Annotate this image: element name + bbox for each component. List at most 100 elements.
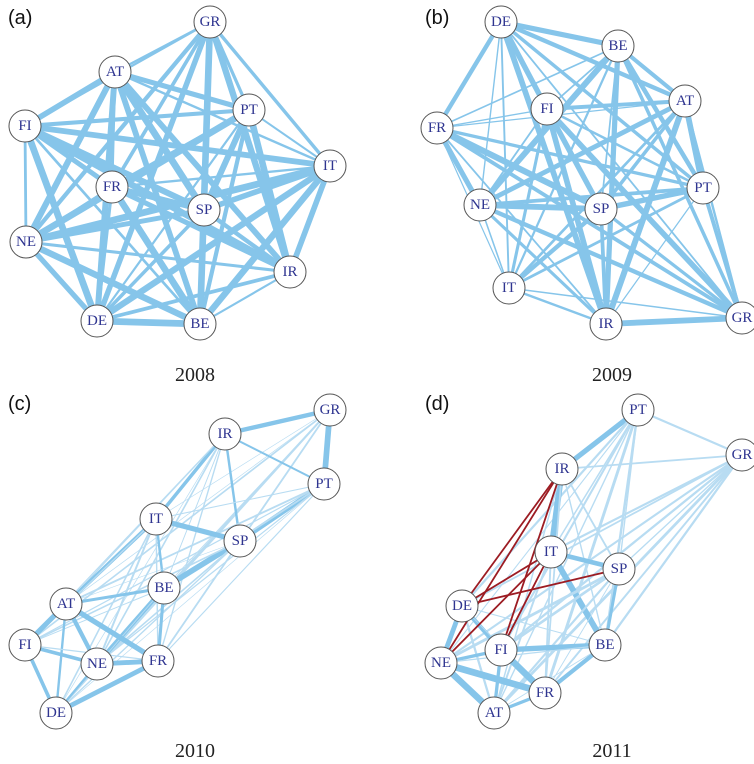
node-circle — [208, 417, 242, 451]
node-circle — [307, 467, 341, 501]
edge-IR-FR — [544, 468, 563, 694]
node-fr: FR — [141, 644, 175, 678]
node-be: BE — [147, 571, 181, 605]
edge-DE-BE — [93, 317, 204, 328]
node-circle — [273, 255, 307, 289]
node-pt: PT — [307, 467, 341, 501]
node-ir: IR — [208, 417, 242, 451]
edge-IR-BE — [561, 468, 606, 646]
node-ne: NE — [463, 188, 497, 222]
edge-SP-AT — [492, 567, 621, 715]
node-circle — [484, 633, 518, 667]
node-label: IR — [218, 426, 233, 442]
year-caption: 2009 — [592, 364, 632, 386]
edge-IR-BE — [198, 270, 292, 326]
node-label: GR — [732, 310, 753, 326]
node-label: BE — [608, 38, 627, 54]
node-label: PT — [315, 476, 333, 492]
node-ir: IR — [589, 307, 623, 341]
edge-SP-IR — [201, 207, 293, 275]
edge-SP-DE — [95, 208, 206, 323]
edge-NE-SP — [477, 202, 604, 212]
node-de: DE — [484, 5, 518, 39]
node-gr: GR — [313, 393, 347, 427]
edge-FR-NE — [24, 185, 114, 244]
node-fr: FR — [528, 676, 562, 710]
panel-2010: GR IR PT IT SP BE AT FI NE FR DE (c) 2010 — [8, 393, 347, 762]
year-caption: 2011 — [592, 740, 631, 762]
node-label: PT — [240, 102, 258, 118]
edge-GR-IT — [549, 453, 744, 554]
node-fi: FI — [530, 92, 564, 126]
node-ne: NE — [80, 647, 114, 681]
node-at: AT — [668, 84, 702, 118]
edge-PT-DE — [460, 408, 640, 608]
node-circle — [187, 193, 221, 227]
edge-SP-GR — [599, 207, 744, 320]
edge-SP-FR — [544, 568, 620, 694]
edge-FI-GR — [544, 106, 745, 321]
node-label: DE — [491, 14, 511, 30]
edge-SP-BE — [197, 207, 207, 327]
edge-SP-IT — [506, 206, 604, 291]
node-circle — [601, 29, 635, 63]
panel-label: (a) — [8, 7, 32, 29]
node-label: NE — [470, 197, 490, 213]
node-circle — [445, 589, 479, 623]
edges — [22, 407, 333, 716]
edge-IT-NE — [440, 551, 552, 664]
edge-IT-FR — [110, 164, 332, 189]
node-label: FR — [103, 179, 121, 195]
node-pt: PT — [232, 93, 266, 127]
node-label: FR — [428, 120, 446, 136]
node-sp: SP — [584, 192, 618, 226]
node-circle — [534, 535, 568, 569]
node-circle — [147, 571, 181, 605]
node-label: SP — [196, 202, 213, 218]
edge-FR-DE — [53, 658, 161, 716]
node-label: FI — [18, 637, 31, 653]
node-circle — [725, 438, 754, 472]
node-circle — [193, 5, 227, 39]
panel-label: (c) — [8, 393, 31, 415]
panel-label: (b) — [425, 7, 449, 29]
edge-AT-DE — [54, 602, 68, 715]
node-pt: PT — [686, 171, 720, 205]
edge-PT-GR — [636, 408, 744, 457]
edges — [437, 407, 744, 717]
edge-IR-PT — [223, 432, 326, 486]
node-label: BE — [154, 580, 173, 596]
edge-PT-SP — [598, 185, 706, 212]
node-circle — [621, 393, 655, 427]
edge-IR-IT — [154, 432, 227, 521]
edge-SP-NE — [439, 567, 621, 665]
node-label: FR — [149, 653, 167, 669]
node-gr: GR — [193, 5, 227, 39]
node-circle — [9, 225, 43, 259]
edge-IT-GR — [508, 287, 743, 319]
edge-PT-BE — [603, 408, 640, 647]
node-circle — [602, 552, 636, 586]
edge-NE-FR — [437, 659, 549, 697]
edge-PT-FI — [22, 107, 252, 129]
node-circle — [528, 676, 562, 710]
node-circle — [424, 646, 458, 680]
node-fr: FR — [95, 170, 129, 204]
node-label: AT — [676, 93, 694, 109]
edge-GR-NE — [439, 453, 744, 665]
edge-IR-SP — [561, 468, 620, 570]
node-at: AT — [98, 55, 132, 89]
node-pt: PT — [621, 393, 655, 427]
edge-PT-IT — [155, 483, 325, 520]
node-label: FI — [494, 642, 507, 658]
edge-AT-IR — [112, 69, 293, 275]
node-label: FI — [18, 118, 31, 134]
edge-PT-FR — [157, 483, 325, 662]
edge-IT-IR — [507, 286, 608, 326]
edge-PT-BE — [197, 107, 252, 327]
node-fi: FI — [8, 628, 42, 662]
edge-AT-SP — [599, 99, 687, 211]
edge-FR-GR — [435, 126, 744, 320]
node-circle — [232, 93, 266, 127]
node-label: GR — [200, 14, 221, 30]
